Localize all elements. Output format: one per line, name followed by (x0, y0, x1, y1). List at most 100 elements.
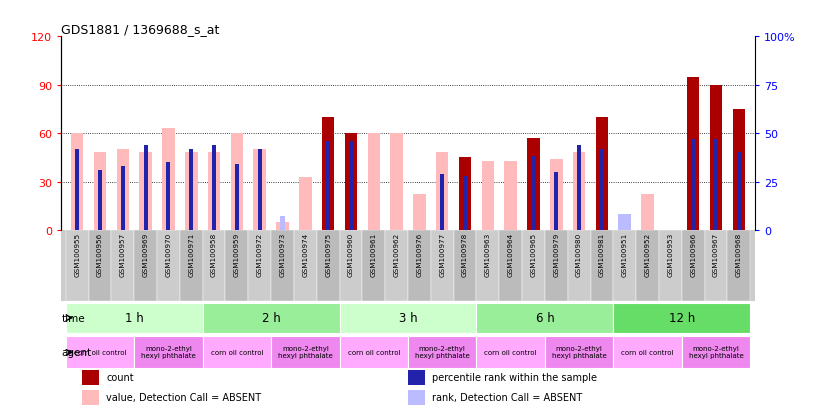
Bar (573, 153, 585, 230)
Bar (281, 217, 285, 230)
Text: percentile rank within the sample: percentile rank within the sample (432, 372, 597, 382)
Bar (477, 303, 614, 333)
Text: GSM100963: GSM100963 (485, 233, 491, 277)
Bar (577, 145, 581, 230)
Bar (98, 171, 102, 230)
Bar (82, 390, 100, 405)
Bar (322, 118, 335, 230)
Bar (431, 230, 454, 301)
Bar (89, 230, 112, 301)
Text: GSM100977: GSM100977 (439, 233, 446, 277)
Bar (349, 142, 353, 230)
Bar (459, 158, 472, 230)
Text: mono-2-ethyl
hexyl phthalate: mono-2-ethyl hexyl phthalate (552, 345, 606, 358)
Bar (408, 390, 425, 405)
Bar (166, 163, 171, 230)
Bar (134, 337, 202, 368)
Text: GSM100970: GSM100970 (166, 233, 171, 277)
Bar (66, 230, 89, 301)
Bar (157, 230, 180, 301)
Text: GSM100965: GSM100965 (530, 233, 536, 277)
Text: GSM100980: GSM100980 (576, 233, 582, 277)
Text: GSM100951: GSM100951 (622, 233, 628, 277)
Text: GSM100953: GSM100953 (667, 233, 673, 277)
Bar (339, 230, 362, 301)
Bar (623, 215, 627, 230)
Bar (339, 337, 408, 368)
Bar (189, 149, 193, 230)
Bar (202, 303, 339, 333)
Bar (554, 173, 558, 230)
Bar (641, 195, 654, 230)
Text: GSM100964: GSM100964 (508, 233, 513, 277)
Bar (344, 134, 357, 230)
Text: corn oil control: corn oil control (73, 349, 126, 355)
Bar (614, 230, 636, 301)
Bar (619, 215, 631, 230)
Bar (317, 230, 339, 301)
Bar (504, 161, 517, 230)
Text: value, Detection Call = ABSENT: value, Detection Call = ABSENT (106, 392, 261, 402)
Text: mono-2-ethyl
hexyl phthalate: mono-2-ethyl hexyl phthalate (689, 345, 743, 358)
Text: 2 h: 2 h (262, 311, 281, 324)
Bar (440, 174, 444, 230)
Bar (454, 230, 477, 301)
Bar (271, 337, 339, 368)
Bar (413, 195, 426, 230)
Bar (326, 142, 330, 230)
Bar (408, 370, 425, 385)
Bar (659, 230, 682, 301)
Bar (545, 230, 568, 301)
Bar (339, 303, 477, 333)
Bar (727, 230, 750, 301)
Text: GSM100979: GSM100979 (553, 233, 559, 277)
Text: mono-2-ethyl
hexyl phthalate: mono-2-ethyl hexyl phthalate (278, 345, 333, 358)
Bar (258, 149, 262, 230)
Text: corn oil control: corn oil control (621, 349, 674, 355)
Bar (82, 370, 100, 385)
Text: GSM100956: GSM100956 (97, 233, 103, 277)
Text: GSM100960: GSM100960 (348, 233, 354, 277)
Bar (299, 177, 312, 230)
Bar (277, 222, 289, 230)
Text: 3 h: 3 h (399, 311, 417, 324)
Bar (385, 230, 408, 301)
Bar (596, 118, 608, 230)
Bar (75, 149, 79, 230)
Text: 1 h: 1 h (125, 311, 144, 324)
Text: GSM100957: GSM100957 (120, 233, 126, 277)
Bar (294, 230, 317, 301)
Bar (687, 77, 699, 230)
Text: GSM100975: GSM100975 (325, 233, 331, 277)
Bar (390, 134, 403, 230)
Bar (162, 129, 175, 230)
Text: GSM100981: GSM100981 (599, 233, 605, 277)
Text: GSM100958: GSM100958 (211, 233, 217, 277)
Text: time: time (62, 313, 86, 323)
Bar (600, 149, 604, 230)
Bar (112, 230, 134, 301)
Text: corn oil control: corn oil control (348, 349, 400, 355)
Bar (225, 230, 248, 301)
Bar (481, 161, 494, 230)
Text: count: count (106, 372, 134, 382)
Text: corn oil control: corn oil control (485, 349, 537, 355)
Text: 12 h: 12 h (668, 311, 695, 324)
Bar (691, 140, 695, 230)
Bar (522, 230, 545, 301)
Bar (614, 337, 682, 368)
Text: GSM100966: GSM100966 (690, 233, 696, 277)
Bar (185, 153, 197, 230)
Bar (180, 230, 202, 301)
Bar (71, 134, 83, 230)
Text: GSM100959: GSM100959 (234, 233, 240, 277)
Bar (614, 303, 750, 333)
Text: GSM100973: GSM100973 (280, 233, 286, 277)
Text: GSM100969: GSM100969 (143, 233, 149, 277)
Text: GSM100952: GSM100952 (645, 233, 650, 277)
Bar (436, 153, 449, 230)
Text: GSM100961: GSM100961 (370, 233, 377, 277)
Bar (531, 157, 535, 230)
Text: mono-2-ethyl
hexyl phthalate: mono-2-ethyl hexyl phthalate (415, 345, 469, 358)
Bar (94, 153, 106, 230)
